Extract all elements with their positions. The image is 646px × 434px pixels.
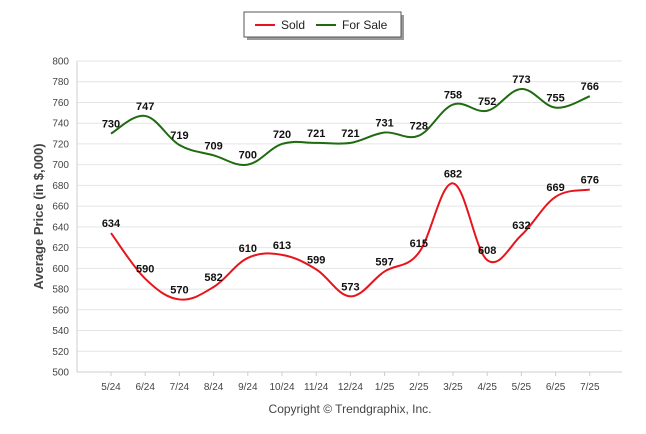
y-tick-label: 560 [52,305,69,316]
x-tick-label: 10/24 [269,382,294,393]
y-tick-label: 780 [52,77,69,88]
legend-label-sold: Sold [281,18,305,32]
x-tick-label: 8/24 [204,382,224,393]
legend-label-for-sale: For Sale [342,18,388,32]
data-labels: 634 590 570 582 610 613 599 573 597 615 682 608 632 6… [102,74,599,296]
y-tick-label: 800 [52,57,69,68]
data-label-sold: 613 [273,240,291,252]
x-tick-label: 6/25 [546,382,566,393]
data-label-sold: 676 [581,175,599,187]
data-label-for-sale: 728 [410,121,428,133]
data-label-for-sale: 747 [136,101,154,113]
data-label-sold: 590 [136,264,154,276]
y-tick-label: 720 [52,139,69,150]
y-tick-label: 700 [52,160,69,171]
x-tick-label: 6/24 [135,382,155,393]
data-label-sold: 669 [546,182,564,194]
data-label-for-sale: 773 [512,74,530,86]
y-tick-label: 660 [52,202,69,213]
data-label-sold: 573 [341,281,359,293]
x-tick-label: 7/24 [170,382,190,393]
grid-lines [76,60,622,373]
legend: Sold For Sale [243,11,404,40]
x-tick-label: 2/25 [409,382,429,393]
y-tick-label: 580 [52,285,69,296]
data-label-sold: 682 [444,168,462,180]
data-label-for-sale: 721 [341,128,359,140]
data-label-for-sale: 719 [170,130,188,142]
data-label-sold: 570 [170,284,188,296]
copyright-footer: Copyright © Trendgraphix, Inc. [269,402,432,416]
y-tick-label: 760 [52,98,69,109]
x-tick-label: 1/25 [375,382,395,393]
x-tick-label: 4/25 [477,382,497,393]
y-tick-label: 520 [52,347,69,358]
data-label-for-sale: 766 [581,81,599,93]
data-label-sold: 599 [307,254,325,266]
y-tick-label: 600 [52,264,69,275]
data-label-sold: 582 [204,272,222,284]
x-tick-label: 11/24 [304,382,329,393]
y-axis-ticks: 500 520 540 560 580 600 620 640 660 680 700 720 740 7… [52,57,69,379]
y-tick-label: 640 [52,222,69,233]
x-tick-label: 5/24 [101,382,121,393]
data-label-for-sale: 730 [102,119,120,131]
data-label-sold: 608 [478,245,496,257]
y-tick-label: 680 [52,181,69,192]
x-tick-label: 7/25 [580,382,600,393]
data-label-for-sale: 755 [546,93,564,105]
y-axis-label: Average Price (in $,000) [31,143,46,289]
x-tick-label: 3/25 [443,382,463,393]
data-label-sold: 632 [512,220,530,232]
x-tick-label: 12/24 [338,382,363,393]
data-label-for-sale: 721 [307,128,325,140]
data-label-for-sale: 709 [204,140,222,152]
series-line-sold [110,182,591,301]
x-axis-ticks: 5/24 6/24 7/24 8/24 9/24 10/24 11/24 12/24 1/25 2… [101,372,600,393]
data-label-for-sale: 752 [478,96,496,108]
data-label-sold: 610 [239,243,257,255]
data-label-sold: 634 [102,218,121,230]
data-label-for-sale: 700 [239,150,257,162]
data-label-for-sale: 758 [444,90,462,102]
x-tick-label: 5/25 [512,382,532,393]
y-tick-label: 540 [52,326,69,337]
y-tick-label: 500 [52,368,69,379]
y-tick-label: 740 [52,119,69,130]
series-line-for-sale [110,87,591,166]
x-tick-label: 9/24 [238,382,258,393]
series-lines [110,87,591,301]
data-label-for-sale: 720 [273,129,291,141]
data-label-sold: 615 [410,238,428,250]
y-tick-label: 620 [52,243,69,254]
data-label-for-sale: 731 [375,118,393,130]
data-label-sold: 597 [375,256,393,268]
